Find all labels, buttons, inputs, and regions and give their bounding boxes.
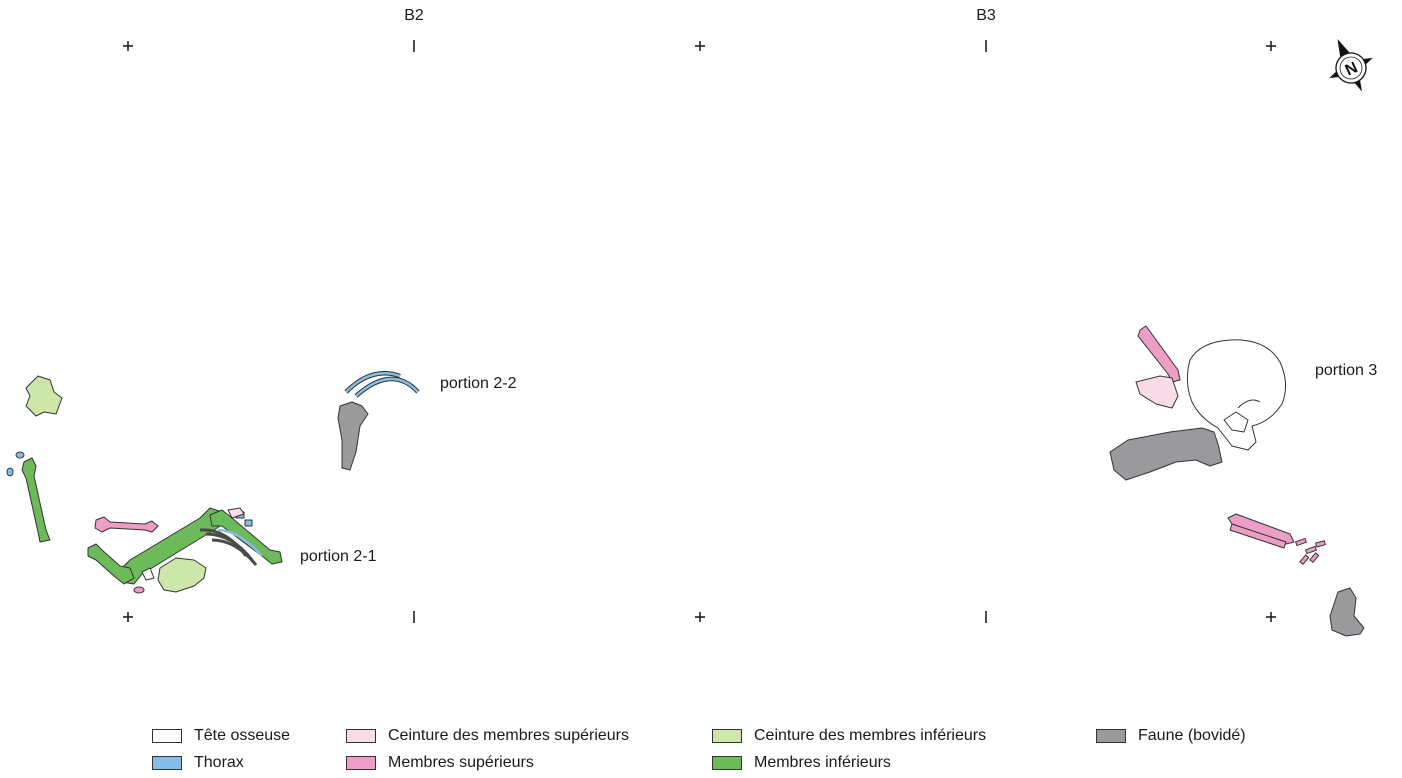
legend-swatch xyxy=(346,728,376,743)
pelvis-fragment xyxy=(25,375,63,417)
skull-detail xyxy=(1237,399,1261,409)
fauna-bone xyxy=(337,401,369,471)
hand-bone xyxy=(1305,545,1317,555)
grid-cross-marker xyxy=(1266,41,1276,51)
legend-label: Tête osseuse xyxy=(194,726,291,744)
legend-swatch xyxy=(152,755,182,770)
hand-bone xyxy=(1315,540,1326,548)
tibia xyxy=(209,509,283,565)
hand-bone xyxy=(1295,537,1307,547)
portion-2-2-label: portion 2-2 xyxy=(440,375,517,392)
legend-row: Thorax Membres supérieurs Membres inféri… xyxy=(152,749,1246,776)
legend-swatch xyxy=(712,728,742,743)
arm-bone xyxy=(1137,325,1181,383)
pelvis xyxy=(157,557,207,593)
legend-item-thorax: Thorax xyxy=(152,754,346,772)
legend: Tête osseuse Ceinture des membres supéri… xyxy=(152,722,1246,776)
grid-cross-marker xyxy=(695,41,705,51)
grid-column-label: B3 xyxy=(976,7,996,24)
grid-cross-marker xyxy=(1266,612,1276,622)
legend-item-membres-inf: Membres inférieurs xyxy=(712,754,891,772)
legend-item-tete: Tête osseuse xyxy=(152,727,346,745)
legend-label: Membres inférieurs xyxy=(754,753,891,771)
thorax-fragment xyxy=(6,467,14,477)
north-arrow-icon: N xyxy=(1329,38,1373,92)
excavation-plan: N xyxy=(6,38,1373,637)
legend-row: Tête osseuse Ceinture des membres supéri… xyxy=(152,722,1246,749)
rib xyxy=(211,538,258,566)
fauna-bone xyxy=(1329,587,1365,637)
legend-swatch xyxy=(152,728,182,743)
legend-swatch xyxy=(346,755,376,770)
thorax-fragment xyxy=(244,519,253,527)
legend-label: Ceinture des membres inférieurs xyxy=(754,726,987,744)
rib xyxy=(355,377,419,397)
portion-3-label: portion 3 xyxy=(1315,362,1378,379)
rib xyxy=(217,528,263,557)
portion-2-1-bones xyxy=(6,375,283,594)
skull-detail xyxy=(1223,411,1249,433)
forearm-bone xyxy=(1229,523,1287,549)
fauna-bone xyxy=(1109,427,1223,481)
portion-2-1-label: portion 2-1 xyxy=(300,548,377,565)
grid-cross-marker xyxy=(123,612,133,622)
leg-bone xyxy=(21,457,51,543)
scapula xyxy=(1135,375,1179,409)
grid-cross-marker xyxy=(695,612,705,622)
rib xyxy=(345,372,401,393)
legend-swatch xyxy=(1096,728,1126,743)
skull xyxy=(1186,339,1286,451)
thorax-fragment xyxy=(15,451,25,459)
legend-item-faune: Faune (bovidé) xyxy=(1096,727,1246,745)
legend-label: Thorax xyxy=(194,753,244,771)
grid-markers xyxy=(123,40,1276,623)
legend-item-membres-sup: Membres supérieurs xyxy=(346,754,712,772)
portion-3-bones xyxy=(1109,325,1365,637)
hand-bone xyxy=(1299,554,1310,565)
grid-column-label: B2 xyxy=(404,7,424,24)
upper-girdle-fragment xyxy=(227,507,245,519)
grid-cross-marker xyxy=(123,41,133,51)
legend-item-ceinture-inf: Ceinture des membres inférieurs xyxy=(712,727,1096,745)
legend-label: Ceinture des membres supérieurs xyxy=(388,726,629,744)
hand-bone xyxy=(1309,552,1320,563)
legend-label: Membres supérieurs xyxy=(388,753,534,771)
legend-item-ceinture-sup: Ceinture des membres supérieurs xyxy=(346,727,712,745)
legend-label: Faune (bovidé) xyxy=(1138,726,1246,744)
arm-fragment xyxy=(133,586,145,594)
skull-fragment xyxy=(141,567,155,581)
portion-2-2-bones xyxy=(337,371,420,471)
lower-leg-bone xyxy=(87,543,135,585)
arm-bone xyxy=(94,516,159,533)
legend-swatch xyxy=(712,755,742,770)
